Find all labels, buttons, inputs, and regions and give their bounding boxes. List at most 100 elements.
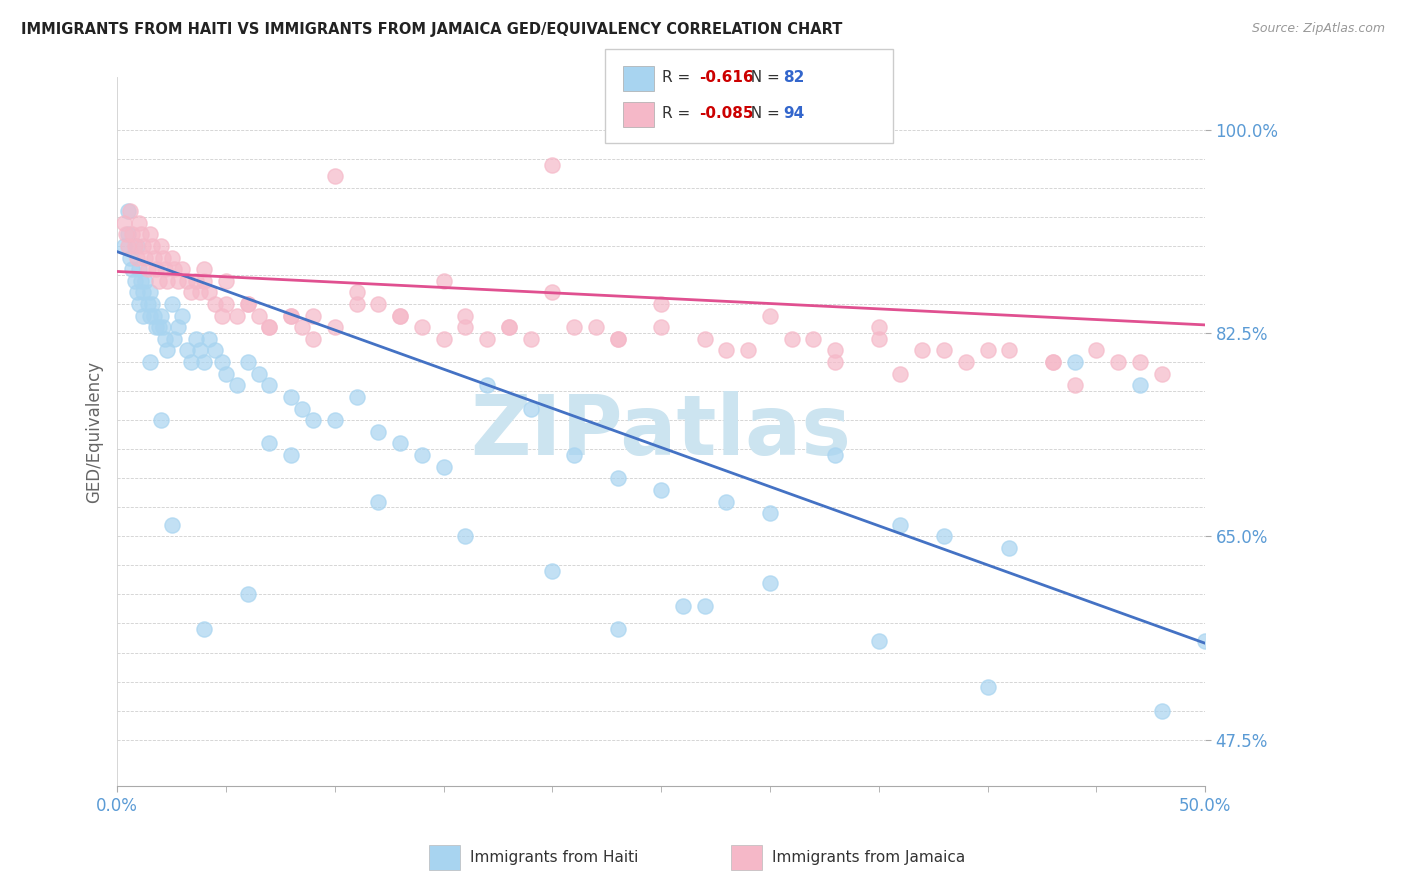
Point <box>868 634 890 648</box>
Point <box>716 494 738 508</box>
Point <box>302 309 325 323</box>
Point <box>132 309 155 323</box>
Point <box>125 251 148 265</box>
Point <box>367 425 389 439</box>
Point <box>737 343 759 358</box>
Point <box>211 355 233 369</box>
Point <box>541 564 564 578</box>
Point <box>606 622 628 636</box>
Point <box>280 390 302 404</box>
Point <box>197 332 219 346</box>
Point <box>650 483 672 497</box>
Point <box>153 332 176 346</box>
Point <box>167 274 190 288</box>
Point <box>389 309 412 323</box>
Point <box>889 517 911 532</box>
Point <box>650 297 672 311</box>
Point <box>188 343 211 358</box>
Text: ZIPatlas: ZIPatlas <box>471 392 852 472</box>
Point <box>247 309 270 323</box>
Point <box>911 343 934 358</box>
Point <box>247 367 270 381</box>
Point <box>498 320 520 334</box>
Point <box>323 320 346 334</box>
Point <box>432 332 454 346</box>
Point <box>1085 343 1108 358</box>
Point <box>156 343 179 358</box>
Point <box>889 367 911 381</box>
Text: -0.085: -0.085 <box>699 106 754 120</box>
Point <box>346 390 368 404</box>
Point <box>143 309 166 323</box>
Point <box>225 378 247 392</box>
Point <box>193 262 215 277</box>
Point <box>215 274 238 288</box>
Point <box>236 297 259 311</box>
Point <box>121 262 143 277</box>
Point <box>759 575 782 590</box>
Point <box>759 506 782 520</box>
Point <box>139 309 162 323</box>
Point <box>323 413 346 427</box>
Point <box>302 413 325 427</box>
Point <box>1063 355 1085 369</box>
Point <box>128 297 150 311</box>
Point <box>149 309 172 323</box>
Point <box>519 332 541 346</box>
Point <box>125 285 148 300</box>
Point <box>156 274 179 288</box>
Point <box>389 309 412 323</box>
Point <box>149 239 172 253</box>
Point <box>367 494 389 508</box>
Point <box>136 262 159 277</box>
Point <box>152 320 174 334</box>
Point <box>115 227 138 242</box>
Point <box>650 320 672 334</box>
Point <box>976 681 998 695</box>
Point <box>112 216 135 230</box>
Point <box>141 239 163 253</box>
Point <box>128 262 150 277</box>
Point <box>136 297 159 311</box>
Point <box>367 297 389 311</box>
Text: N =: N = <box>741 70 785 85</box>
Text: IMMIGRANTS FROM HAITI VS IMMIGRANTS FROM JAMAICA GED/EQUIVALENCY CORRELATION CHA: IMMIGRANTS FROM HAITI VS IMMIGRANTS FROM… <box>21 22 842 37</box>
Point <box>180 355 202 369</box>
Point <box>291 401 314 416</box>
Point <box>606 332 628 346</box>
Point <box>134 251 156 265</box>
Point <box>139 227 162 242</box>
Point <box>1129 378 1152 392</box>
Point <box>128 216 150 230</box>
Point <box>184 332 207 346</box>
Point <box>160 297 183 311</box>
Point <box>454 529 477 543</box>
Point <box>824 355 846 369</box>
Point <box>932 343 955 358</box>
Point <box>141 297 163 311</box>
Point <box>411 448 433 462</box>
Point <box>215 297 238 311</box>
Point <box>172 262 194 277</box>
Point <box>129 274 152 288</box>
Point <box>346 297 368 311</box>
Text: Immigrants from Jamaica: Immigrants from Jamaica <box>772 850 965 864</box>
Point <box>1042 355 1064 369</box>
Point <box>280 448 302 462</box>
Point <box>432 274 454 288</box>
Text: 82: 82 <box>783 70 804 85</box>
Point <box>172 309 194 323</box>
Point <box>125 239 148 253</box>
Point <box>120 204 142 219</box>
Point <box>1107 355 1129 369</box>
Point <box>454 309 477 323</box>
Point <box>215 367 238 381</box>
Point <box>167 320 190 334</box>
Point <box>180 285 202 300</box>
Point <box>188 285 211 300</box>
Point <box>389 436 412 450</box>
Point <box>475 378 498 392</box>
Point <box>998 541 1021 555</box>
Point <box>121 227 143 242</box>
Point <box>129 227 152 242</box>
